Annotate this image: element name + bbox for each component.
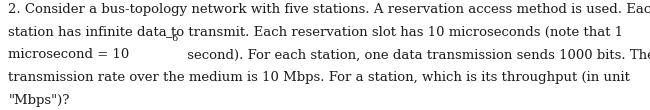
Text: transmission rate over the medium is 10 Mbps. For a station, which is its throug: transmission rate over the medium is 10 … [8, 71, 630, 84]
Text: station has infinite data to transmit. Each reservation slot has 10 microseconds: station has infinite data to transmit. E… [8, 26, 623, 39]
Text: −6: −6 [165, 34, 179, 43]
Text: microsecond = 10: microsecond = 10 [8, 48, 130, 61]
Text: "Mbps")?: "Mbps")? [8, 94, 70, 106]
Text: 2. Consider a bus-topology network with five stations. A reservation access meth: 2. Consider a bus-topology network with … [8, 3, 650, 16]
Text: second). For each station, one data transmission sends 1000 bits. The: second). For each station, one data tran… [183, 48, 650, 61]
